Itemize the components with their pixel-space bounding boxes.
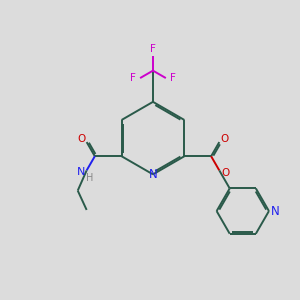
Text: H: H: [86, 173, 93, 183]
Text: F: F: [150, 44, 156, 54]
Text: O: O: [77, 134, 86, 144]
Text: F: F: [130, 73, 136, 83]
Text: N: N: [148, 168, 157, 181]
Text: O: O: [220, 134, 229, 144]
Text: F: F: [170, 73, 176, 83]
Text: N: N: [76, 167, 85, 177]
Text: N: N: [271, 205, 280, 218]
Text: O: O: [221, 168, 230, 178]
